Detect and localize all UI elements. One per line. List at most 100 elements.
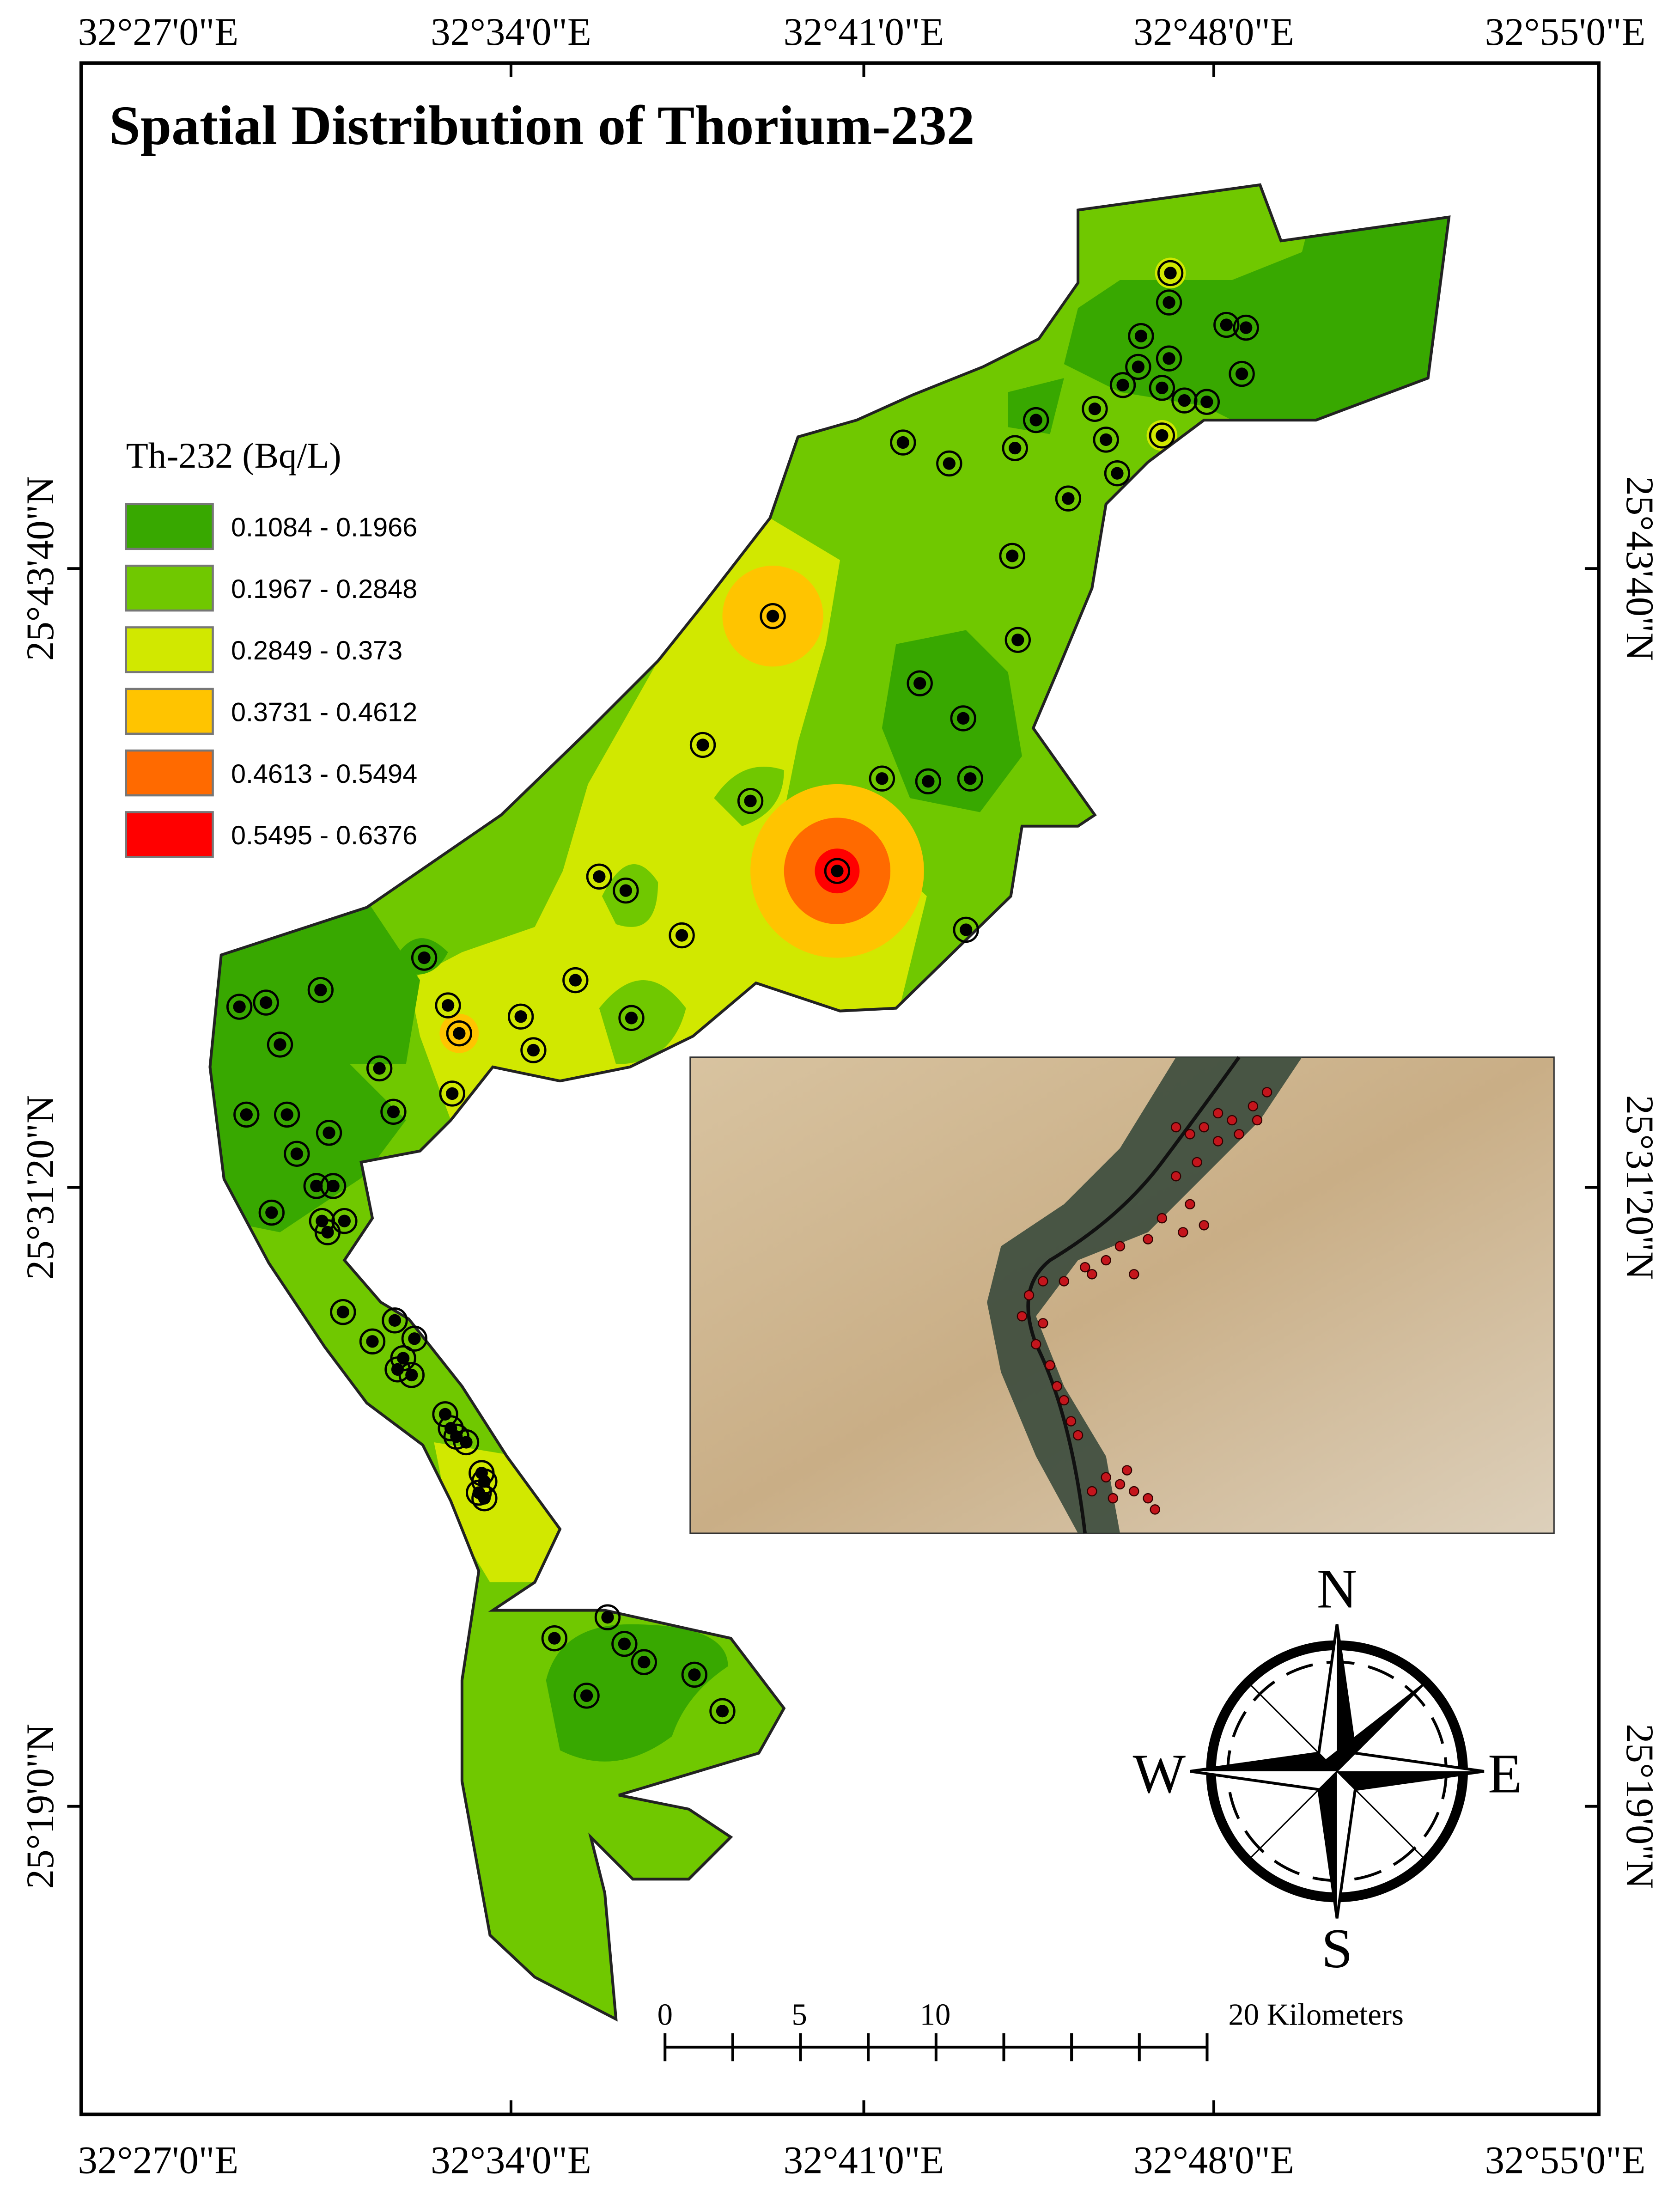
zone <box>546 1624 728 1762</box>
sample-ring <box>520 1037 547 1063</box>
scale-bar: 0 5 10 20 Kilometers <box>657 1998 1404 2062</box>
inset-point <box>1038 1318 1048 1329</box>
sample-dot <box>418 951 431 964</box>
sample-dot <box>548 1632 561 1645</box>
sample-dot <box>896 436 909 449</box>
sample-dot <box>405 1368 418 1382</box>
legend-swatch <box>125 811 214 858</box>
inset-point <box>1157 1213 1168 1224</box>
sample-dot <box>619 884 633 897</box>
sample-dot <box>675 929 688 942</box>
legend-swatch <box>125 626 214 673</box>
sample-dot <box>1011 634 1024 647</box>
sample-dot <box>1156 381 1169 394</box>
legend-label: 0.1967 - 0.2848 <box>231 574 417 604</box>
sample-ring <box>507 1003 534 1030</box>
sample-dot <box>876 772 889 785</box>
sample-dot <box>373 1062 386 1075</box>
sample-dot <box>960 923 973 936</box>
sample-ring <box>709 1698 736 1724</box>
sample-ring <box>258 1199 285 1226</box>
legend-label: 0.4613 - 0.5494 <box>231 759 417 789</box>
scale-label: 5 <box>791 1998 807 2031</box>
sample-ring <box>446 1020 473 1047</box>
sample-dot <box>1220 318 1233 331</box>
compass-west: W <box>1133 1743 1186 1805</box>
bottom-coordinate: 32°41'0"E <box>784 2139 944 2182</box>
sample-dot <box>831 865 844 878</box>
sample-dot <box>460 1436 473 1449</box>
sample-dot <box>913 677 926 690</box>
inset-point <box>1234 1129 1244 1140</box>
sample-dot <box>441 999 455 1012</box>
sample-ring <box>869 765 895 792</box>
sample-ring <box>401 1325 428 1352</box>
sample-dot <box>280 1108 293 1121</box>
sample-dot <box>638 1656 651 1669</box>
sample-dot <box>696 738 709 751</box>
legend-label: 0.5495 - 0.6376 <box>231 821 417 850</box>
north-arrow: N E S W <box>1133 1558 1522 1980</box>
sample-dot <box>527 1043 540 1057</box>
sample-dot <box>1062 492 1075 505</box>
inset-point <box>1178 1227 1188 1238</box>
sample-ring <box>466 1479 492 1506</box>
sample-ring <box>366 1055 393 1082</box>
sample-ring <box>1125 354 1151 380</box>
inset-point <box>1129 1486 1139 1497</box>
sample-dot <box>1235 367 1248 380</box>
inset-point <box>1080 1262 1090 1273</box>
sample-ring <box>824 858 851 884</box>
sample-ring <box>359 1328 386 1354</box>
inset-point <box>1072 1430 1083 1441</box>
inset-points <box>1017 1087 1272 1515</box>
sample-dot <box>327 1179 340 1193</box>
left-coordinate: 25°43'40"N <box>18 476 62 661</box>
inset-point <box>1038 1276 1048 1287</box>
sample-dot <box>323 1126 335 1139</box>
sample-dot <box>240 1108 253 1121</box>
inset-vegetation <box>987 1057 1302 1533</box>
inset-point <box>1170 1171 1181 1182</box>
inset-point <box>1212 1136 1223 1147</box>
sample-ring <box>1055 485 1082 512</box>
coordinate-labels: 32°27'0"E 32°34'0"E 32°41'0"E 32°48'0"E 32°5… <box>18 10 1662 2182</box>
sample-ring <box>1109 372 1136 398</box>
inset-point <box>1252 1115 1263 1126</box>
sample-dot <box>580 1689 593 1702</box>
sample-ring <box>1149 375 1175 401</box>
inset-point <box>1261 1087 1272 1098</box>
sample-ring <box>380 1098 407 1125</box>
sample-ring <box>1229 360 1255 387</box>
sample-ring <box>573 1683 600 1709</box>
sample-ring <box>226 994 253 1020</box>
inset-background <box>689 1056 1555 1534</box>
inset-point <box>1059 1276 1070 1287</box>
sample-dot <box>453 1027 466 1040</box>
sample-ring <box>438 1415 464 1441</box>
legend-label: 0.3731 - 0.4612 <box>231 697 417 727</box>
inset-point <box>1017 1311 1028 1322</box>
sample-dot <box>1006 549 1019 562</box>
inset-point <box>1199 1122 1210 1133</box>
sample-points <box>226 260 1259 1724</box>
legend-swatch <box>125 503 214 550</box>
sample-ring <box>274 1101 300 1128</box>
sample-dot <box>1200 396 1213 409</box>
legend-label: 0.2849 - 0.373 <box>231 636 402 665</box>
inset-point <box>1129 1269 1139 1280</box>
sample-ring <box>1213 311 1240 338</box>
inset-point <box>1065 1416 1077 1427</box>
sample-dot <box>233 1000 246 1013</box>
sample-dot <box>1156 429 1169 442</box>
sample-ring <box>936 450 962 477</box>
sample-ring <box>890 429 916 456</box>
bottom-coordinate: 32°34'0"E <box>431 2139 591 2182</box>
sample-ring <box>1004 627 1031 653</box>
sample-ring <box>453 1429 480 1456</box>
top-coordinate: 32°48'0"E <box>1133 10 1294 54</box>
sample-ring <box>737 788 764 814</box>
sample-ring <box>307 977 334 1003</box>
